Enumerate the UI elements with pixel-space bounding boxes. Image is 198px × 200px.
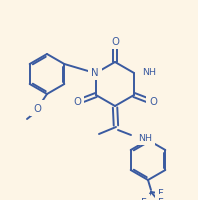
- Text: NH: NH: [138, 134, 152, 143]
- Text: NH: NH: [142, 68, 156, 77]
- Text: F: F: [141, 197, 147, 200]
- Text: O: O: [33, 103, 42, 113]
- Text: O: O: [149, 97, 157, 106]
- Text: O: O: [111, 37, 119, 47]
- Text: F: F: [158, 188, 164, 198]
- Text: N: N: [91, 68, 99, 78]
- Text: O: O: [73, 97, 81, 106]
- Text: F: F: [158, 197, 164, 200]
